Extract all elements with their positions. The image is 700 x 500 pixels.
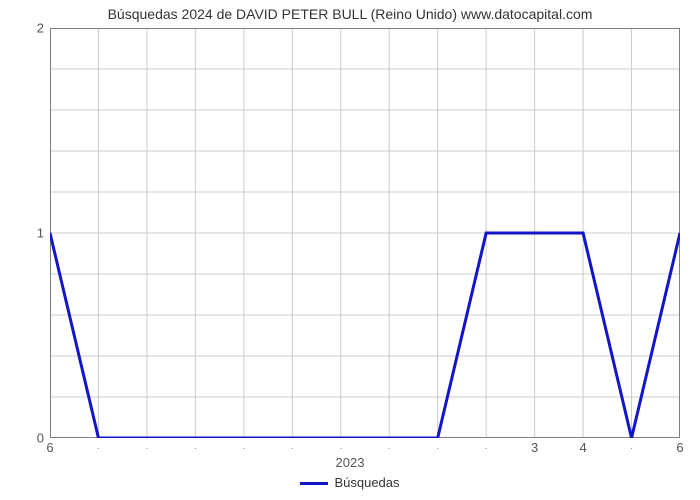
line-chart: Búsquedas 2024 de DAVID PETER BULL (Rein… <box>0 0 700 500</box>
x-tick-label: 3 <box>531 440 538 455</box>
x-minor-tick: · <box>194 444 197 454</box>
x-tick-label: 6 <box>676 440 683 455</box>
y-tick-label: 1 <box>37 226 44 241</box>
x-minor-tick: · <box>630 444 633 454</box>
x-minor-tick: · <box>145 444 148 454</box>
horizontal-gridlines <box>50 28 680 438</box>
x-minor-tick: · <box>339 444 342 454</box>
x-axis-title: 2023 <box>0 455 700 470</box>
x-minor-tick: · <box>484 444 487 454</box>
x-tick-label: 4 <box>579 440 586 455</box>
y-tick-label: 2 <box>37 21 44 36</box>
x-minor-tick: · <box>242 444 245 454</box>
series-line <box>50 233 680 438</box>
plot-area <box>50 28 680 438</box>
x-minor-tick: · <box>388 444 391 454</box>
x-minor-tick: · <box>97 444 100 454</box>
x-tick-label: 6 <box>46 440 53 455</box>
legend: Búsquedas <box>0 475 700 490</box>
y-tick-label: 0 <box>37 431 44 446</box>
legend-label: Búsquedas <box>334 475 399 490</box>
legend-swatch <box>300 482 328 485</box>
x-minor-tick: · <box>436 444 439 454</box>
chart-title: Búsquedas 2024 de DAVID PETER BULL (Rein… <box>0 6 700 22</box>
x-minor-tick: · <box>291 444 294 454</box>
